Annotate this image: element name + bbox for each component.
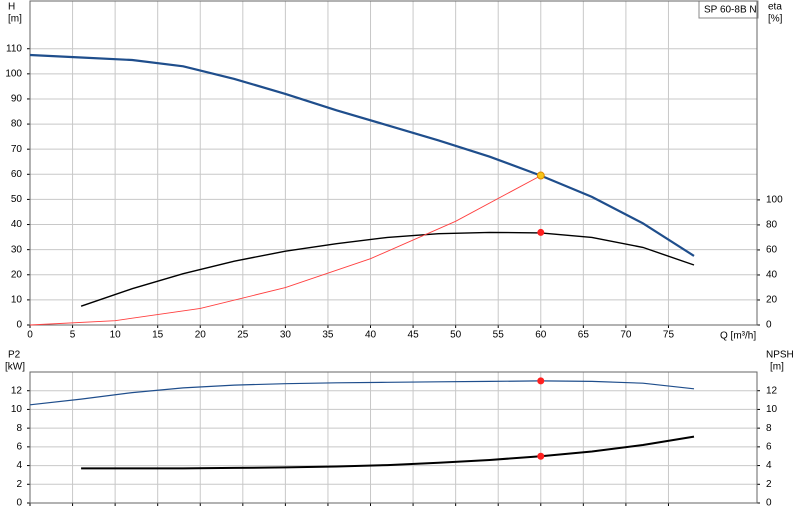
y2-tick-label: 0 <box>766 320 772 331</box>
x-tick-label: 60 <box>535 330 547 341</box>
y-tick-label: 50 <box>11 194 23 205</box>
x-tick-label: 5 <box>70 330 76 341</box>
x-label: Q [m³/h] <box>720 331 756 342</box>
y-tick-label: 8 <box>16 423 22 434</box>
series-line <box>29 175 542 326</box>
y-tick-label: 40 <box>11 219 23 230</box>
y2-tick-label: 80 <box>766 220 778 231</box>
y2-unit: [m] <box>770 362 784 373</box>
y2-tick-label: 20 <box>766 295 778 306</box>
x-tick-label: 0 <box>27 330 33 341</box>
y-tick-label: 110 <box>6 43 22 54</box>
y-unit: [kW] <box>5 362 25 373</box>
y2-tick-label: 4 <box>766 460 772 471</box>
y2-tick-label: 60 <box>766 245 778 256</box>
y2-tick-label: 10 <box>766 404 778 415</box>
y-tick-label: 2 <box>16 479 22 490</box>
y2-label: NPSH <box>766 350 794 361</box>
y-tick-label: 80 <box>11 119 23 130</box>
y-tick-label: 60 <box>11 169 23 180</box>
y-tick-label: 0 <box>16 498 22 509</box>
y2-label: eta <box>768 2 782 13</box>
y2-tick-label: 2 <box>766 479 772 490</box>
x-tick-label: 50 <box>450 330 462 341</box>
x-tick-label: 45 <box>408 330 420 341</box>
x-tick-label: 30 <box>280 330 292 341</box>
x-tick-label: 20 <box>195 330 207 341</box>
y-tick-label: 0 <box>16 320 22 331</box>
x-tick-label: 15 <box>152 330 164 341</box>
y-tick-label: 90 <box>11 94 23 105</box>
y2-tick-label: 0 <box>766 498 772 509</box>
x-tick-label: 10 <box>110 330 122 341</box>
x-tick-label: 70 <box>620 330 632 341</box>
y2-tick-label: 12 <box>766 385 778 396</box>
operating-point <box>536 171 545 180</box>
plot-frame <box>29 371 758 504</box>
y2-tick-label: 100 <box>766 195 783 206</box>
y2-tick-label: 6 <box>766 441 772 452</box>
y-label: H <box>8 2 15 13</box>
y-tick-label: 10 <box>11 295 23 306</box>
x-tick-label: 40 <box>365 330 377 341</box>
series-line <box>29 53 695 257</box>
operating-point <box>537 452 545 460</box>
operating-point <box>537 377 545 385</box>
x-tick-label: 25 <box>237 330 249 341</box>
y-tick-label: 30 <box>11 244 23 255</box>
x-tick-label: 75 <box>663 330 675 341</box>
y-tick-label: 12 <box>11 385 23 396</box>
y-tick-label: 4 <box>16 460 22 471</box>
y-tick-label: 20 <box>11 269 23 280</box>
y-tick-label: 6 <box>16 441 22 452</box>
x-tick-label: 55 <box>493 330 505 341</box>
y-tick-label: 70 <box>11 144 23 155</box>
operating-point <box>537 228 545 236</box>
y-tick-label: 10 <box>11 404 23 415</box>
y-tick-label: 100 <box>5 68 22 79</box>
y-label: P2 <box>8 350 21 361</box>
y2-tick-label: 8 <box>766 423 772 434</box>
series-line <box>80 231 695 307</box>
y-unit: [m] <box>8 14 22 25</box>
plot-frame <box>29 0 758 326</box>
y2-unit: [%] <box>768 14 783 25</box>
legend: SP 60-8B N <box>704 5 757 16</box>
series-line <box>81 435 695 470</box>
x-tick-label: 65 <box>578 330 590 341</box>
y2-tick-label: 40 <box>766 270 778 281</box>
series-line <box>29 380 695 406</box>
x-tick-label: 35 <box>322 330 334 341</box>
